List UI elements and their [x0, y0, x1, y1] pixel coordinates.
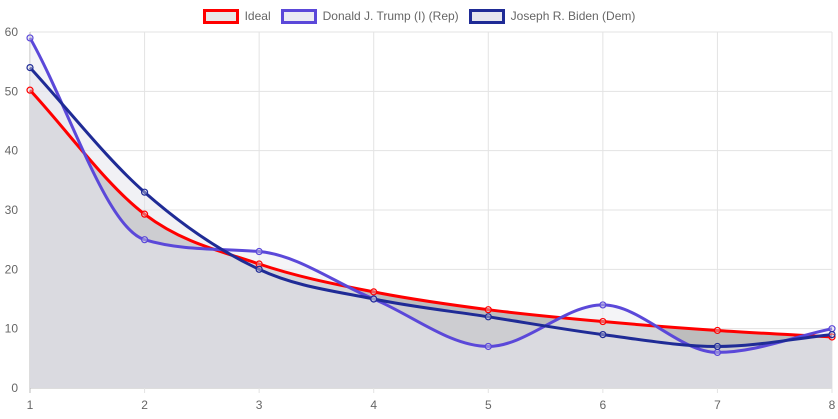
data-point-trump — [255, 247, 263, 256]
chart-legend: Ideal Donald J. Trump (I) (Rep) Joseph R… — [0, 6, 838, 26]
legend-item-ideal[interactable]: Ideal — [202, 8, 271, 24]
legend-item-biden[interactable]: Joseph R. Biden (Dem) — [468, 8, 636, 24]
data-point-biden — [484, 313, 492, 321]
data-point-biden — [599, 331, 607, 339]
series-line-biden — [28, 66, 833, 348]
x-tick-label: 2 — [141, 398, 148, 412]
data-point-ideal — [599, 317, 607, 326]
data-point-trump — [484, 342, 492, 351]
data-point-ideal — [140, 210, 149, 218]
data-point-biden — [370, 295, 378, 303]
x-tick-label: 4 — [370, 398, 377, 412]
data-point-trump — [828, 325, 836, 333]
x-tick-label: 7 — [714, 398, 721, 412]
data-point-ideal — [255, 260, 263, 268]
legend-item-trump[interactable]: Donald J. Trump (I) (Rep) — [280, 8, 459, 24]
data-point-biden — [26, 63, 34, 72]
legend-label-trump: Donald J. Trump (I) (Rep) — [322, 9, 459, 23]
series-line-ideal — [28, 89, 833, 339]
data-point-biden — [828, 331, 836, 339]
legend-swatch-trump — [280, 8, 317, 24]
y-tick-label: 60 — [5, 25, 19, 39]
y-tick-label: 20 — [5, 262, 19, 276]
series-area-trump — [30, 37, 832, 388]
series-area-biden — [30, 67, 832, 388]
legend-label-ideal: Ideal — [244, 9, 271, 23]
data-point-trump — [599, 301, 607, 309]
data-point-trump — [140, 236, 149, 244]
x-tick-label: 1 — [27, 398, 34, 412]
data-point-ideal — [828, 333, 836, 341]
data-point-biden — [713, 342, 722, 351]
y-tick-label: 0 — [11, 381, 18, 395]
data-point-trump — [713, 348, 722, 356]
legend-swatch-ideal — [202, 8, 239, 24]
legend-label-biden: Joseph R. Biden (Dem) — [510, 9, 636, 23]
y-tick-label: 10 — [5, 322, 19, 336]
x-tick-label: 8 — [829, 398, 836, 412]
data-point-ideal — [484, 306, 492, 314]
x-tick-label: 3 — [256, 398, 263, 412]
data-point-biden — [255, 265, 263, 273]
data-point-trump — [26, 34, 34, 42]
y-tick-label: 40 — [5, 144, 19, 158]
x-tick-label: 5 — [485, 398, 492, 412]
data-point-biden — [140, 188, 149, 196]
legend-swatch-biden — [468, 8, 505, 24]
y-tick-label: 30 — [5, 203, 19, 217]
data-point-ideal — [26, 86, 34, 94]
y-tick-label: 50 — [5, 84, 19, 98]
x-tick-label: 6 — [600, 398, 607, 412]
data-point-ideal — [713, 326, 722, 335]
data-point-ideal — [370, 288, 378, 296]
